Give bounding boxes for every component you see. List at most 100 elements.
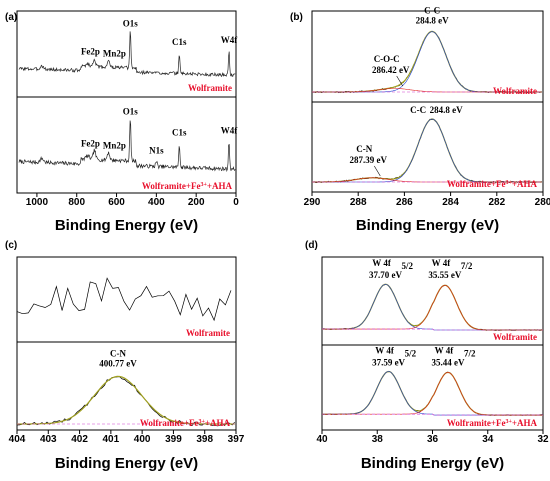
fit-baseline bbox=[322, 328, 543, 331]
fit-envelope bbox=[322, 370, 543, 416]
peak-value: 35.44 eV bbox=[431, 357, 464, 367]
peak-value: 37.70 eV bbox=[369, 270, 402, 280]
peak-label: C-C bbox=[410, 105, 426, 115]
fit-component bbox=[322, 372, 543, 416]
peak-label: Mn2p bbox=[103, 141, 126, 151]
series-label: Wolframite+Fe3++AHA bbox=[447, 179, 538, 189]
fit-component bbox=[322, 283, 543, 331]
x-tick-label: 38 bbox=[372, 434, 384, 445]
raw-spectrum bbox=[16, 277, 232, 322]
x-tick-label: 34 bbox=[482, 434, 494, 445]
x-tick-label: 397 bbox=[228, 434, 245, 445]
x-tick-label: 399 bbox=[165, 434, 182, 445]
x-axis-label: Binding Energy (eV) bbox=[55, 455, 198, 472]
x-tick-label: 600 bbox=[108, 197, 125, 208]
x-tick-label: 401 bbox=[103, 434, 120, 445]
x-tick-label: 403 bbox=[40, 434, 57, 445]
peak-arrow bbox=[374, 165, 381, 177]
x-tick-label: 280 bbox=[535, 197, 550, 208]
fit-component bbox=[312, 31, 542, 93]
peak-label: Fe2p bbox=[81, 139, 100, 149]
x-axis-label: Binding Energy (eV) bbox=[356, 217, 499, 234]
x-tick-label: 36 bbox=[427, 434, 439, 445]
peak-subscript: 7/2 bbox=[461, 261, 473, 271]
x-axis-label: Binding Energy (eV) bbox=[361, 455, 504, 472]
peak-value: 37.59 eV bbox=[372, 357, 405, 367]
survey-spectrum bbox=[18, 120, 236, 173]
peak-value: 284.8 eV bbox=[416, 16, 449, 26]
raw-spectrum bbox=[311, 30, 542, 94]
series-label: Wolframite bbox=[493, 332, 537, 342]
peak-label: C1s bbox=[172, 37, 187, 47]
fit-envelope bbox=[312, 30, 542, 93]
panel-frame bbox=[16, 10, 237, 194]
series-label: Wolframite bbox=[186, 328, 230, 338]
peak-label: C1s bbox=[172, 128, 187, 138]
fit-envelope bbox=[312, 118, 542, 183]
peak-label: W4f bbox=[221, 35, 239, 45]
peak-label: W4f bbox=[221, 125, 239, 135]
x-tick-label: 1000 bbox=[26, 197, 49, 208]
panel-frame bbox=[16, 256, 237, 431]
x-tick-label: 32 bbox=[537, 434, 549, 445]
peak-label: W 4f bbox=[375, 345, 395, 355]
panel-letter: (d) bbox=[305, 240, 318, 251]
x-axis-label: Binding Energy (eV) bbox=[55, 217, 198, 234]
x-tick-label: 400 bbox=[134, 434, 151, 445]
peak-subscript: 5/2 bbox=[402, 261, 414, 271]
panel-letter: (b) bbox=[290, 12, 303, 23]
series-label: Wolframite+Fe3++AHA bbox=[447, 418, 538, 428]
fit-envelope bbox=[17, 375, 235, 425]
x-tick-label: 400 bbox=[148, 197, 165, 208]
fit-component bbox=[322, 284, 543, 331]
x-tick-label: 800 bbox=[68, 197, 85, 208]
x-tick-label: 288 bbox=[350, 197, 367, 208]
series-label: Wolframite+Fe3++AHA bbox=[140, 418, 231, 428]
peak-arrow bbox=[396, 75, 403, 87]
x-tick-label: 0 bbox=[233, 197, 239, 208]
fit-baseline bbox=[322, 413, 543, 416]
peak-subscript: 5/2 bbox=[405, 348, 417, 358]
series-label: Wolframite+Fe3++AHA bbox=[142, 181, 233, 191]
raw-spectrum bbox=[321, 371, 544, 416]
x-tick-label: 404 bbox=[9, 434, 26, 445]
peak-value: 286.42 eV bbox=[372, 65, 410, 75]
peak-label: W 4f bbox=[435, 345, 455, 355]
peak-label: O1s bbox=[123, 19, 139, 29]
peak-value: 35.55 eV bbox=[428, 270, 461, 280]
peak-label: C-O-C bbox=[374, 54, 400, 64]
peak-value: 400.77 eV bbox=[99, 358, 137, 368]
fit-component bbox=[312, 118, 542, 183]
panel-letter: (c) bbox=[5, 240, 17, 251]
x-tick-label: 40 bbox=[316, 434, 328, 445]
peak-label: C-N bbox=[356, 144, 372, 154]
peak-label: Mn2p bbox=[103, 49, 126, 59]
peak-label: N1s bbox=[149, 145, 164, 155]
panel-letter: (a) bbox=[5, 12, 17, 23]
raw-spectrum bbox=[311, 118, 542, 184]
peak-label: C-N bbox=[110, 348, 126, 358]
x-tick-label: 398 bbox=[196, 434, 213, 445]
fit-component bbox=[322, 371, 543, 416]
fit-envelope bbox=[322, 283, 543, 331]
peak-label: Fe2p bbox=[81, 47, 100, 57]
peak-label: W 4f bbox=[372, 258, 392, 268]
x-tick-label: 282 bbox=[488, 197, 505, 208]
x-tick-label: 286 bbox=[396, 197, 413, 208]
series-label: Wolframite bbox=[493, 86, 537, 96]
peak-label: O1s bbox=[123, 106, 139, 116]
panel-frame bbox=[321, 256, 544, 431]
x-tick-label: 402 bbox=[71, 434, 88, 445]
peak-subscript: 7/2 bbox=[464, 348, 476, 358]
raw-spectrum bbox=[321, 283, 544, 331]
x-tick-label: 200 bbox=[188, 197, 205, 208]
peak-label: C-C bbox=[424, 6, 440, 16]
series-label: Wolframite bbox=[188, 83, 232, 93]
survey-spectrum bbox=[18, 31, 236, 78]
peak-value: 287.39 eV bbox=[350, 155, 388, 165]
peak-label: W 4f bbox=[432, 258, 452, 268]
x-tick-label: 290 bbox=[304, 197, 321, 208]
x-tick-label: 284 bbox=[442, 197, 459, 208]
peak-value: 284.8 eV bbox=[430, 105, 463, 115]
